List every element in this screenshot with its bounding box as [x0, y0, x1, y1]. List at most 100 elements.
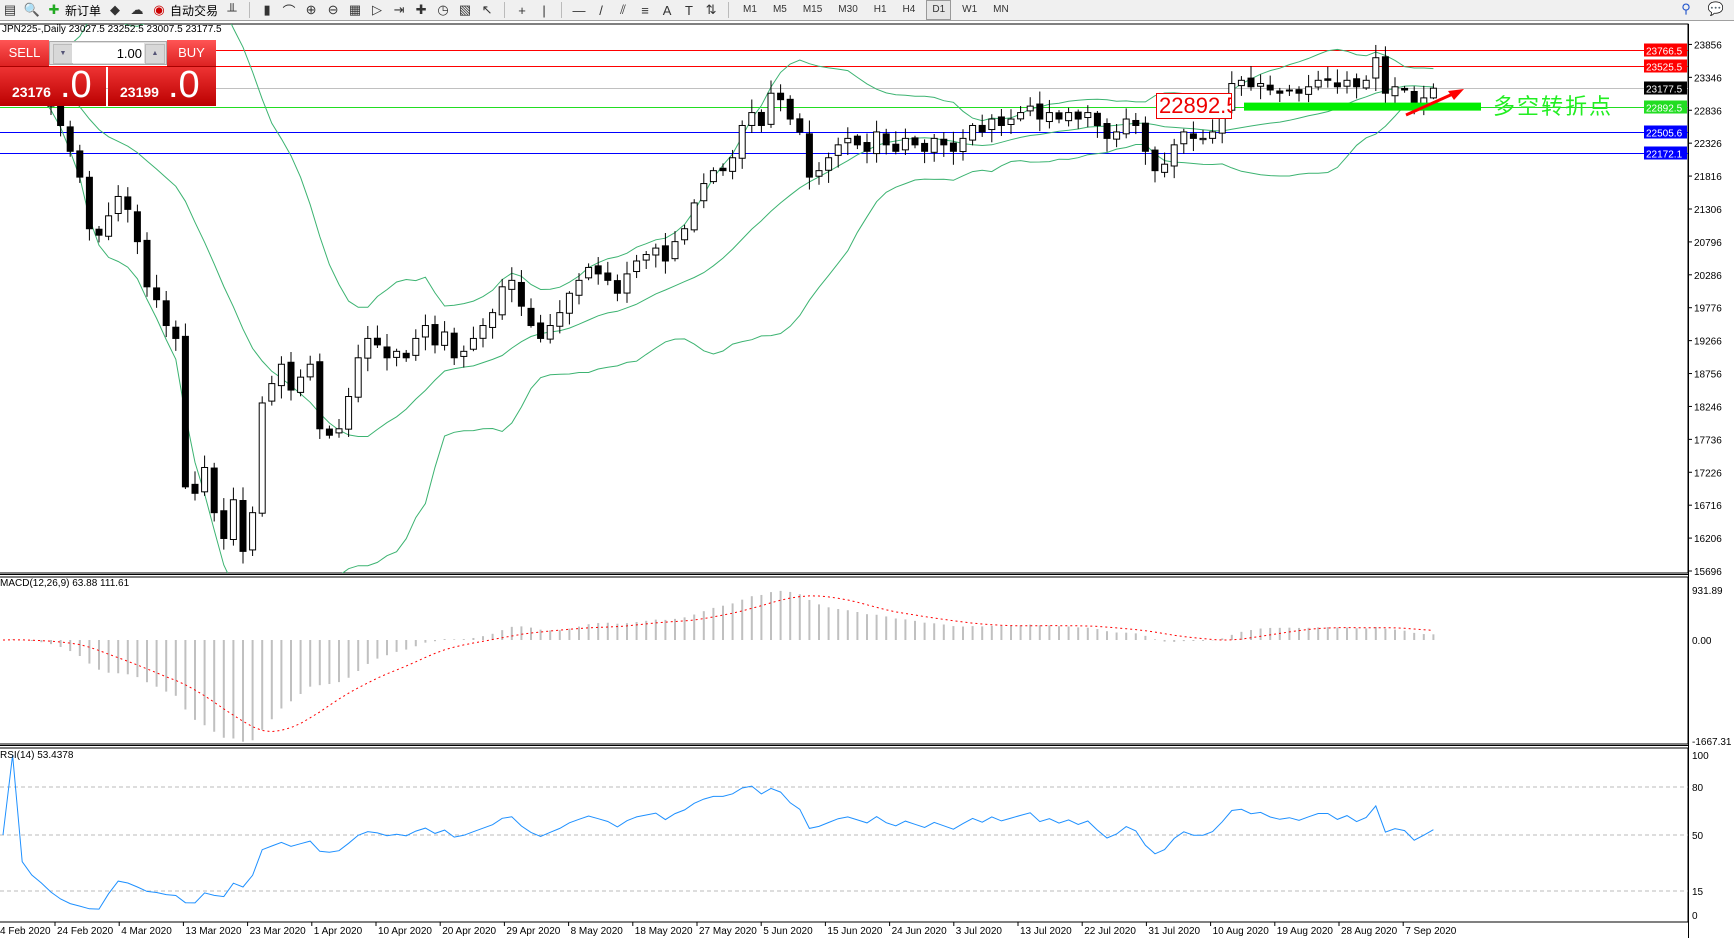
candle[interactable]	[431, 315, 439, 354]
candle[interactable]	[930, 133, 938, 162]
candle[interactable]	[834, 137, 842, 168]
candle[interactable]	[469, 326, 477, 352]
candle[interactable]	[805, 120, 813, 190]
candle[interactable]	[1343, 71, 1351, 94]
candle[interactable]	[642, 251, 650, 270]
candle[interactable]	[1285, 84, 1293, 96]
candle[interactable]	[1189, 121, 1197, 152]
candle[interactable]	[124, 187, 132, 223]
candle[interactable]	[681, 224, 689, 245]
candle[interactable]	[479, 318, 487, 348]
candle[interactable]	[85, 170, 93, 241]
candle[interactable]	[1257, 74, 1265, 100]
candle[interactable]	[249, 506, 257, 557]
candle[interactable]	[1161, 152, 1169, 178]
timeframe-h1[interactable]: H1	[873, 4, 887, 15]
candle[interactable]	[796, 113, 804, 136]
zoom-window-icon[interactable]: 🔍	[23, 2, 41, 17]
candle[interactable]	[364, 325, 372, 372]
candle[interactable]	[594, 257, 602, 285]
line-chart-icon[interactable]: ⌒	[282, 3, 296, 19]
candle[interactable]	[633, 254, 641, 279]
candle[interactable]	[76, 144, 84, 183]
trendline-icon[interactable]: /	[599, 2, 603, 18]
candle[interactable]	[690, 199, 698, 233]
candle[interactable]	[460, 345, 468, 368]
candle[interactable]	[988, 114, 996, 143]
candle[interactable]	[1429, 83, 1437, 100]
candle[interactable]	[959, 129, 967, 161]
candle[interactable]	[1209, 119, 1217, 144]
candle[interactable]	[882, 128, 890, 155]
candle[interactable]	[1247, 66, 1255, 91]
timeframe-d1[interactable]: D1	[926, 0, 952, 20]
candle[interactable]	[1122, 108, 1130, 139]
candle[interactable]	[757, 109, 765, 133]
candle[interactable]	[517, 270, 525, 316]
pivot-price-label[interactable]: 22892.5	[1156, 93, 1232, 119]
candle[interactable]	[652, 243, 660, 268]
candle[interactable]	[412, 329, 420, 361]
candle[interactable]	[114, 185, 122, 222]
candle[interactable]	[325, 425, 333, 439]
auto-scroll-icon[interactable]: ▷	[372, 2, 383, 17]
new-order-button[interactable]: ✚ 新订单	[46, 0, 101, 20]
candle[interactable]	[940, 132, 948, 157]
candle[interactable]	[95, 225, 103, 243]
market-watch-icon[interactable]: ◆	[110, 2, 121, 17]
candle[interactable]	[1180, 128, 1188, 154]
lot-decrease-button[interactable]: ▼	[53, 44, 73, 64]
candle[interactable]	[604, 261, 612, 286]
timeframe-mn[interactable]: MN	[993, 4, 1009, 15]
candle[interactable]	[949, 131, 957, 165]
equidistant-channel-icon[interactable]: ⫽	[620, 2, 626, 17]
candle[interactable]	[767, 80, 775, 128]
candle[interactable]	[969, 123, 977, 146]
candle[interactable]	[1372, 44, 1380, 91]
timeframe-h4[interactable]: H4	[902, 4, 916, 15]
candle[interactable]	[1420, 85, 1428, 116]
candle[interactable]	[441, 321, 449, 351]
candle[interactable]	[172, 320, 180, 351]
candle[interactable]	[815, 162, 823, 185]
candle[interactable]	[911, 135, 919, 149]
candle[interactable]	[1266, 75, 1274, 96]
candle[interactable]	[402, 349, 410, 362]
candle[interactable]	[383, 334, 391, 371]
candle[interactable]	[709, 167, 717, 184]
candle[interactable]	[335, 419, 343, 438]
text-label-icon[interactable]: T	[685, 2, 693, 18]
candle[interactable]	[489, 308, 497, 339]
bar-chart-icon[interactable]: ╨	[227, 2, 237, 18]
sell-button[interactable]: SELL	[0, 40, 49, 67]
candle[interactable]	[1045, 99, 1053, 129]
candle[interactable]	[191, 471, 199, 501]
chat-icon[interactable]: 💬	[1707, 1, 1725, 16]
chart-shift-icon[interactable]: ⇥	[393, 2, 405, 17]
candle[interactable]	[748, 99, 756, 133]
candle[interactable]	[997, 109, 1005, 136]
candle[interactable]	[498, 278, 506, 320]
candle[interactable]	[143, 232, 151, 297]
candle[interactable]	[556, 300, 564, 334]
candle[interactable]	[1017, 106, 1025, 122]
candle[interactable]	[863, 133, 871, 164]
candle[interactable]	[613, 274, 621, 302]
candle[interactable]	[66, 120, 74, 157]
candle[interactable]	[892, 131, 900, 155]
templates-icon[interactable]: ▧	[458, 2, 472, 17]
candle[interactable]	[162, 290, 170, 338]
timeframe-m15[interactable]: M15	[802, 4, 823, 15]
candle[interactable]	[1055, 110, 1063, 124]
candle[interactable]	[393, 348, 401, 367]
candle[interactable]	[201, 455, 209, 496]
candle[interactable]	[239, 487, 247, 564]
candle[interactable]	[1391, 77, 1399, 104]
trend-arrow[interactable]	[1405, 91, 1456, 117]
candle[interactable]	[844, 127, 852, 156]
candle[interactable]	[873, 120, 881, 163]
candle[interactable]	[1132, 112, 1140, 135]
candle[interactable]	[373, 325, 381, 348]
candle[interactable]	[700, 173, 708, 209]
